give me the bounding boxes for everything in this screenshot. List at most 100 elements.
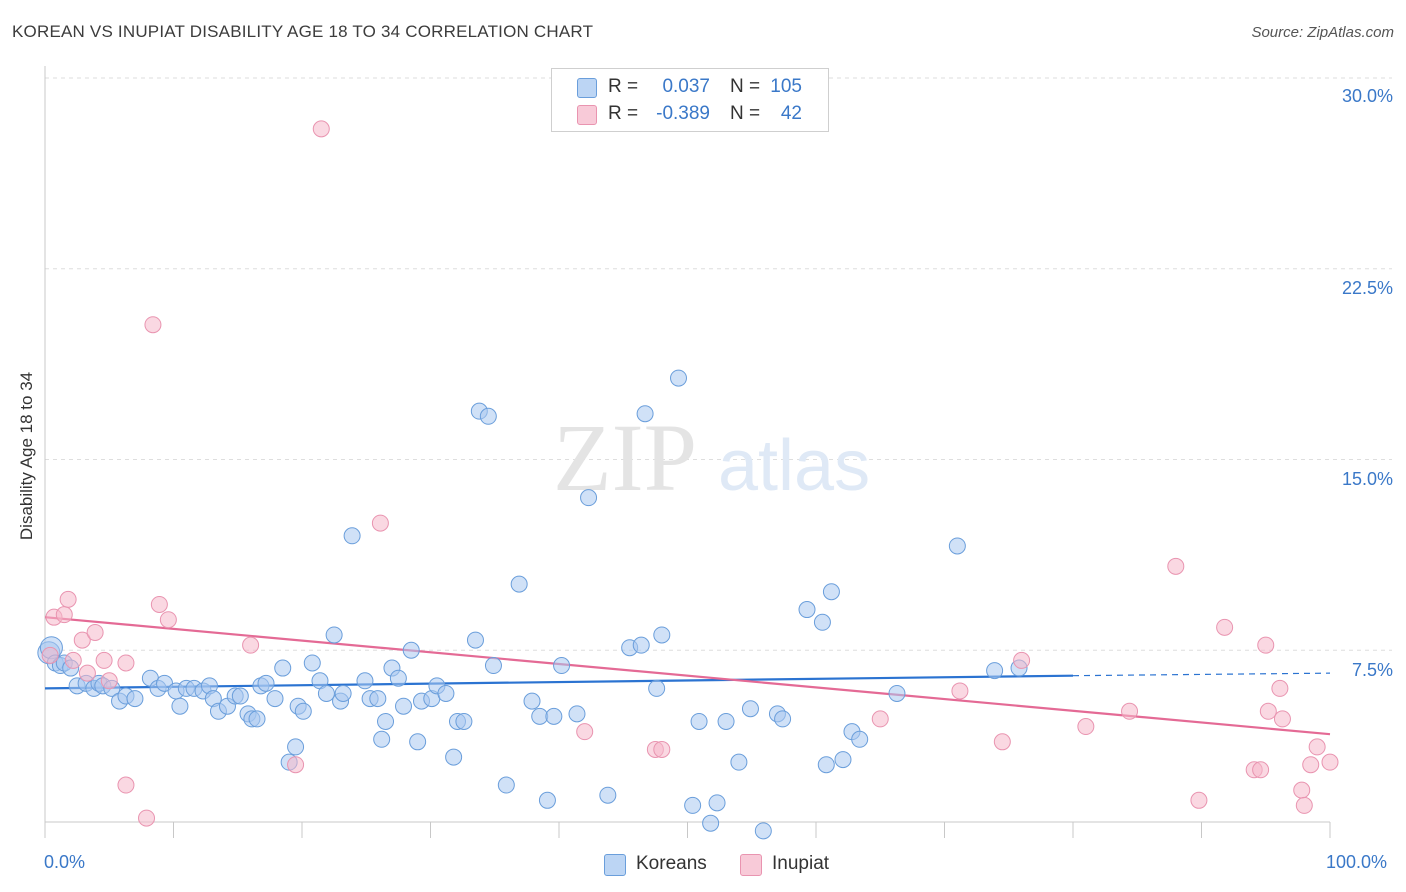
koreans-point xyxy=(334,684,352,702)
koreans-point xyxy=(653,626,671,644)
koreans-point xyxy=(479,407,497,425)
inupiat-point xyxy=(1271,679,1289,697)
inupiat-point xyxy=(1167,557,1185,575)
koreans-point xyxy=(834,751,852,769)
koreans-point xyxy=(171,697,189,715)
y-tick-label: 30.0% xyxy=(1341,86,1393,106)
koreans-point xyxy=(231,687,249,705)
legend-row-inupiat: R = -0.389 N = 42 xyxy=(552,101,828,127)
koreans-point xyxy=(510,575,528,593)
inupiat-point xyxy=(41,646,59,664)
koreans-point xyxy=(568,705,586,723)
koreans-point xyxy=(356,672,374,690)
koreans-point xyxy=(580,489,598,507)
stats-legend: R = 0.037 N = 105 R = -0.389 N = 42 xyxy=(551,68,829,132)
source-label: Source: ZipAtlas.com xyxy=(1251,24,1394,41)
inupiat-point xyxy=(1077,718,1095,736)
r-label: R = xyxy=(608,76,639,97)
koreans-point xyxy=(377,712,395,730)
inupiat-point xyxy=(64,651,82,669)
koreans-point xyxy=(248,710,266,728)
inupiat-point xyxy=(576,723,594,741)
koreans-point xyxy=(126,690,144,708)
koreans-point xyxy=(851,730,869,748)
n-label: N = xyxy=(730,103,761,124)
koreans-point xyxy=(303,654,321,672)
koreans-point xyxy=(708,794,726,812)
inupiat-point xyxy=(117,776,135,794)
koreans-point xyxy=(817,756,835,774)
inupiat-point xyxy=(55,606,73,624)
inupiat-point xyxy=(1259,702,1277,720)
koreans-point xyxy=(389,669,407,687)
koreans-point xyxy=(717,712,735,730)
inupiat-point xyxy=(95,651,113,669)
inupiat-point xyxy=(1190,791,1208,809)
koreans-point xyxy=(670,369,688,387)
koreans-point xyxy=(774,710,792,728)
koreans-point xyxy=(257,674,275,692)
koreans-point xyxy=(702,814,720,832)
inupiat-point xyxy=(86,623,104,641)
legend-row-koreans: R = 0.037 N = 105 xyxy=(552,74,828,100)
koreans-point xyxy=(523,692,541,710)
koreans-point xyxy=(369,690,387,708)
r-value: 0.037 xyxy=(662,76,710,97)
koreans-point xyxy=(754,822,772,840)
n-label: N = xyxy=(730,76,761,97)
inupiat-point xyxy=(287,756,305,774)
legend-label-inupiat: Inupiat xyxy=(772,853,830,874)
koreans-point xyxy=(294,702,312,720)
r-value: -0.389 xyxy=(656,103,710,124)
koreans-point xyxy=(445,748,463,766)
koreans-point xyxy=(741,700,759,718)
inupiat-point xyxy=(951,682,969,700)
n-value: 105 xyxy=(770,76,802,97)
inupiat-point xyxy=(312,120,330,138)
koreans-point xyxy=(266,690,284,708)
koreans-point xyxy=(545,707,563,725)
koreans-point xyxy=(730,753,748,771)
inupiat-point xyxy=(1257,636,1275,654)
inupiat-point xyxy=(1295,796,1313,814)
watermark-atlas: atlas xyxy=(718,426,870,506)
inupiat-point xyxy=(117,654,135,672)
koreans-point xyxy=(538,791,556,809)
koreans-trend-extension xyxy=(1072,672,1331,677)
koreans-point xyxy=(684,796,702,814)
koreans-swatch xyxy=(577,78,597,98)
koreans-point xyxy=(636,405,654,423)
legend-label-koreans: Koreans xyxy=(636,853,707,874)
koreans-point xyxy=(632,636,650,654)
koreans-point xyxy=(455,712,473,730)
inupiat-point xyxy=(371,514,389,532)
koreans-point xyxy=(948,537,966,555)
inupiat-point xyxy=(1216,618,1234,636)
inupiat-point xyxy=(138,809,156,827)
inupiat-point xyxy=(1302,756,1320,774)
inupiat-point xyxy=(1308,738,1326,756)
koreans-point xyxy=(466,631,484,649)
inupiat-point xyxy=(144,316,162,334)
inupiat-point xyxy=(1293,781,1311,799)
watermark-zip: ZIP xyxy=(553,404,697,511)
inupiat-trend-line xyxy=(44,616,1331,736)
koreans-point xyxy=(497,776,515,794)
koreans-point xyxy=(648,679,666,697)
inupiat-point xyxy=(159,611,177,629)
inupiat-point xyxy=(1121,702,1139,720)
koreans-point xyxy=(690,712,708,730)
x-tick-label: 0.0% xyxy=(44,852,86,872)
koreans-point xyxy=(531,707,549,725)
koreans-point xyxy=(437,684,455,702)
koreans-swatch xyxy=(604,854,626,876)
inupiat-point xyxy=(1252,761,1270,779)
inupiat-swatch xyxy=(740,854,762,876)
y-axis-label: Disability Age 18 to 34 xyxy=(17,371,36,541)
koreans-point xyxy=(325,626,343,644)
inupiat-point xyxy=(59,590,77,608)
y-tick-label: 22.5% xyxy=(1341,278,1393,298)
koreans-point xyxy=(813,613,831,631)
koreans-point xyxy=(888,684,906,702)
